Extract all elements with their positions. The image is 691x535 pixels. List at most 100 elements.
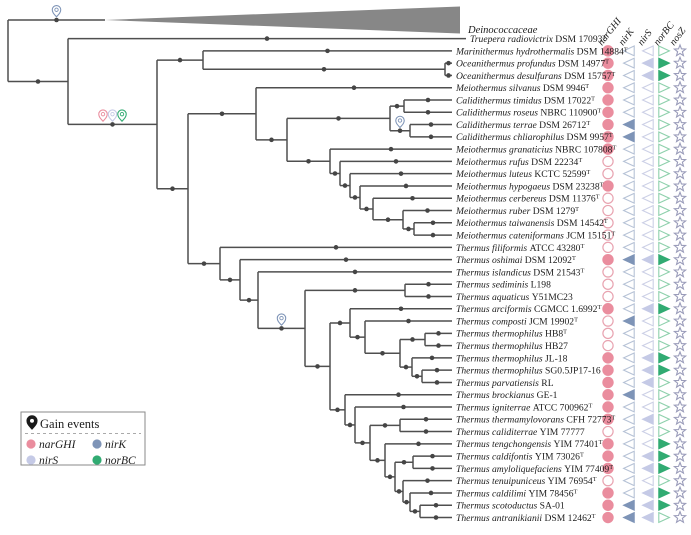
gene-narGHI-filled-symbol — [602, 180, 614, 192]
gene-nirS-filled-symbol — [641, 511, 654, 524]
gene-norBC-filled-symbol — [658, 487, 671, 499]
gene-nirK-open-symbol — [622, 192, 635, 205]
type-strain-superscript: T — [574, 316, 578, 323]
species-name: Thermus oshimai — [456, 255, 523, 266]
type-strain-superscript: T — [578, 157, 582, 164]
gene-nirK-open-symbol — [622, 217, 635, 229]
gene-nirS-open-symbol — [641, 131, 654, 143]
gene-nosZ-open-symbol — [672, 166, 688, 180]
legend-label-norBC: norBC — [105, 455, 136, 467]
gene-norBC-filled-symbol — [658, 253, 671, 266]
species-name: Calidithermus roseus — [456, 108, 538, 119]
node-dot — [264, 36, 270, 41]
gene-nirK-open-symbol — [622, 438, 635, 450]
species-strain: DSM 11376 — [547, 194, 596, 205]
species-name: Meiothermus luteus — [455, 169, 532, 180]
gene-nirS-open-symbol — [641, 278, 654, 290]
gain-event-pin-nirK — [51, 5, 62, 18]
species-label: Thermus sediminis L198 — [456, 280, 551, 291]
species-name: Thermus thermophilus — [456, 329, 543, 340]
gene-nirS-open-symbol — [641, 241, 654, 254]
species-label: Thermus caldifontis YIM 73026T — [456, 452, 584, 463]
species-strain: DSM 12092 — [522, 255, 572, 266]
species-strain: YIM 77401 — [551, 439, 599, 450]
gene-narGHI-filled-symbol — [602, 401, 614, 413]
gene-narGHI-open-symbol — [602, 327, 614, 340]
type-strain-superscript: T — [592, 513, 596, 520]
gene-nirS-filled-symbol — [641, 499, 654, 512]
gene-nirK-open-symbol — [622, 474, 635, 487]
collapsed-clade-label: Deinococcaceae — [467, 25, 538, 36]
gene-norBC-open-symbol — [658, 327, 671, 340]
gene-nosZ-open-symbol — [672, 104, 688, 119]
gene-norBC-open-symbol — [658, 241, 671, 254]
species-strain: DSM 21543 — [531, 267, 581, 278]
node-dot — [403, 183, 409, 189]
node-dot — [269, 137, 274, 143]
gene-norBC-open-symbol — [658, 290, 671, 303]
species-strain: DSM 1279 — [530, 206, 575, 217]
gene-nosZ-open-symbol — [672, 301, 688, 315]
legend-label-nirK: nirK — [105, 439, 127, 451]
gene-nirS-filled-symbol — [641, 487, 654, 499]
gene-narGHI-open-symbol — [602, 290, 614, 303]
gene-narGHI-filled-symbol — [602, 487, 614, 499]
species-label: Calidithermus chliarophilus DSM 9957T — [456, 132, 613, 143]
node-dot — [423, 429, 429, 434]
type-strain-superscript: T — [600, 181, 604, 188]
gene-nirS-filled-symbol — [641, 450, 654, 462]
node-dot — [347, 422, 353, 428]
gene-narGHI-filled-symbol — [602, 364, 614, 376]
gene-nosZ-open-symbol — [672, 362, 688, 377]
node-dot — [434, 380, 440, 385]
gene-nosZ-open-symbol — [672, 92, 688, 107]
species-name: Thermus thermamylovorans — [456, 415, 564, 426]
gene-nirS-open-symbol — [641, 143, 654, 155]
node-dot — [433, 502, 439, 508]
node-dot — [430, 220, 436, 226]
gene-nirK-open-symbol — [622, 290, 635, 303]
gene-nirS-filled-symbol — [641, 302, 654, 315]
gene-narGHI-open-symbol — [602, 155, 614, 168]
gene-narGHI-open-symbol — [602, 229, 614, 241]
species-strain: YIM 78456 — [526, 488, 574, 499]
species-strain: Y51MC23 — [529, 292, 573, 303]
species-label: Meiothermus ruber DSM 1279T — [455, 206, 579, 217]
gene-norBC-open-symbol — [658, 278, 671, 290]
gene-narGHI-filled-symbol — [602, 389, 614, 401]
species-strain: DSM 26712 — [537, 120, 587, 131]
node-dot — [406, 226, 411, 232]
node-dot — [110, 122, 115, 127]
gene-narGHI-filled-symbol — [602, 45, 614, 57]
species-strain: DSM 22234 — [529, 157, 579, 168]
gene-nosZ-open-symbol — [672, 313, 688, 328]
node-dot — [406, 318, 411, 324]
gene-narGHI-open-symbol — [602, 339, 614, 352]
type-strain-superscript: T — [605, 59, 609, 66]
gene-nirK-open-symbol — [622, 376, 635, 389]
species-name: Thermus caliditerrae — [456, 427, 538, 438]
species-label: Meiothermus cateniformans JCM 15151T — [455, 230, 615, 241]
species-name: Meiothermus granaticius — [455, 145, 553, 156]
gene-nirK-open-symbol — [622, 364, 635, 376]
node-dot — [423, 416, 429, 422]
gene-nirS-filled-symbol — [641, 57, 654, 69]
node-dot — [388, 146, 394, 152]
species-strain: DSM 23238 — [550, 181, 600, 192]
species-strain: DSM 9946 — [540, 83, 585, 94]
gene-narGHI-filled-symbol — [602, 499, 614, 511]
species-label: Thermus caliditerrae YIM 77777 — [456, 427, 585, 438]
species-strain: CGMCC 1.6992 — [532, 304, 598, 315]
type-strain-superscript: T — [611, 230, 615, 237]
gene-nirS-open-symbol — [641, 339, 654, 352]
node-dot — [306, 159, 311, 164]
species-label: Thermus oshimai DSM 12092T — [456, 255, 576, 266]
species-strain: YIM 73026 — [533, 452, 581, 463]
node-dot — [352, 195, 358, 200]
node-dot — [410, 337, 415, 342]
node-dot — [414, 374, 420, 379]
species-name: Thermus filiformis — [456, 243, 527, 254]
species-name: Meiothermus cateniformans — [455, 230, 564, 241]
gene-norBC-open-symbol — [658, 118, 671, 131]
